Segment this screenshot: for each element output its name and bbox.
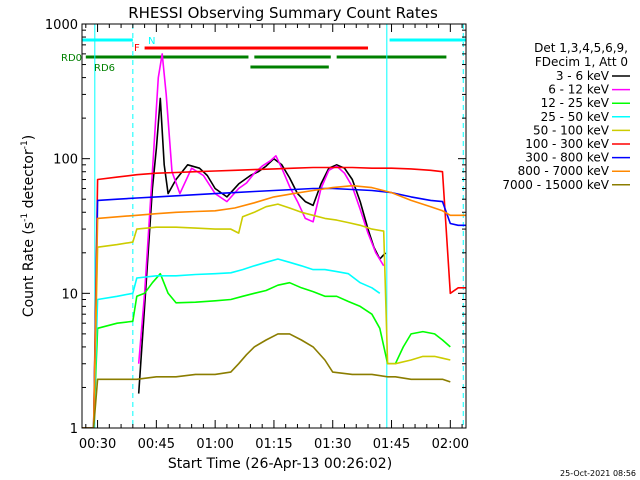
series-line-1: [137, 53, 385, 364]
legend-label-5: 100 - 300 keV: [525, 137, 609, 151]
series-line-0: [137, 97, 387, 394]
series-line-3: [82, 258, 381, 428]
legend-label-6: 300 - 800 keV: [525, 151, 609, 165]
series-line-4: [82, 203, 451, 428]
x-tick-label-6: 02:00: [432, 437, 469, 452]
x-axis-label: Start Time (26-Apr-13 00:26:02): [168, 456, 392, 472]
legend-label-4: 50 - 100 keV: [533, 123, 610, 137]
chart-title: RHESSI Observing Summary Count Rates: [128, 4, 438, 22]
x-tick-label-4: 01:30: [314, 437, 351, 452]
status-label-f: F: [134, 43, 140, 54]
legend-label-0: 3 - 6 keV: [556, 69, 610, 83]
legend-label-3: 25 - 50 keV: [541, 110, 610, 124]
series-line-8: [82, 333, 451, 428]
legend-header-line-1: Det 1,3,4,5,6,9,: [534, 41, 628, 55]
y-tick-label-2: 100: [53, 153, 78, 168]
series-line-5: [82, 166, 466, 428]
plot-frame: [81, 23, 467, 429]
y-axis-label: Count Rate (s-1 detector-1): [20, 135, 37, 317]
legend-label-8: 7000 - 15000 keV: [502, 178, 609, 192]
series-line-6: [82, 187, 466, 428]
legend-label-2: 12 - 25 keV: [541, 96, 610, 110]
status-label-rd0: RD0: [61, 53, 82, 64]
y-tick-label-1: 10: [61, 287, 78, 302]
x-tick-label-5: 01:45: [373, 437, 410, 452]
x-tick-label-3: 01:15: [255, 437, 292, 452]
y-tick-label-3: 1000: [45, 18, 78, 33]
legend: Det 1,3,4,5,6,9, FDecim 1, Att 0 3 - 6 k…: [502, 41, 630, 192]
legend-label-7: 800 - 7000 keV: [518, 164, 610, 178]
series-line-2: [82, 272, 451, 428]
legend-header-line-2: FDecim 1, Att 0: [535, 55, 628, 69]
x-tick-label-0: 00:30: [79, 437, 116, 452]
status-label-n: N: [148, 36, 155, 47]
series-line-7: [82, 184, 466, 428]
y-tick-label-0: 1: [70, 422, 78, 437]
x-tick-label-2: 01:00: [196, 437, 233, 452]
legend-label-1: 6 - 12 keV: [548, 83, 610, 97]
status-label-rd6: RD6: [94, 63, 115, 74]
footer-timestamp: 25-Oct-2021 08:56: [560, 469, 636, 478]
x-tick-label-1: 00:45: [138, 437, 175, 452]
